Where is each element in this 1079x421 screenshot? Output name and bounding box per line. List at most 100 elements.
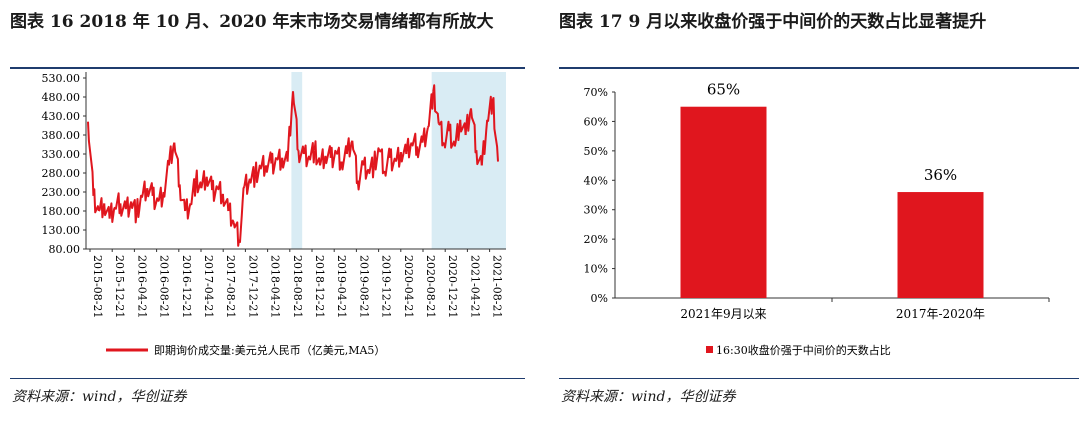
series-segment: [453, 119, 462, 147]
series-segment: [383, 147, 392, 177]
series-segment: [372, 147, 381, 171]
y-tick-label: 80.00: [49, 243, 81, 256]
series-segment: [491, 97, 499, 162]
series-segment: [427, 91, 435, 128]
series-segment: [265, 151, 273, 173]
series-segment: [92, 188, 100, 214]
series-segment: [319, 148, 327, 170]
series-segment: [437, 120, 445, 147]
series-segment: [470, 108, 478, 154]
series-segment: [410, 132, 419, 156]
x-tick-label: 2021-08-21: [491, 255, 504, 318]
series-segment: [459, 119, 467, 136]
shaded-period-1: [431, 72, 506, 249]
x-tick-label: 2019-12-21: [380, 255, 393, 318]
series-segment: [475, 150, 483, 166]
series-segment: [464, 108, 472, 136]
series-segment: [389, 148, 397, 172]
y-tick-label: 130.00: [42, 224, 81, 237]
x-tick-label: 2018-04-21: [269, 255, 282, 318]
shaded-period-0: [291, 72, 303, 249]
category-label: 2017年-2020年: [896, 307, 985, 321]
series-segment: [405, 137, 413, 159]
series-segment: [367, 156, 375, 179]
series-segment: [421, 127, 429, 148]
y-tick-label: 50%: [584, 145, 608, 158]
series-segment: [340, 145, 348, 171]
series-segment: [394, 146, 402, 168]
series-segment: [151, 186, 160, 211]
y-tick-label: 330.00: [42, 148, 81, 161]
y-tick-label: 180.00: [42, 205, 81, 218]
series-segment: [221, 193, 230, 212]
y-tick-label: 0%: [591, 292, 608, 305]
x-tick-label: 2019-08-21: [357, 255, 370, 318]
y-tick-label: 20%: [584, 233, 608, 246]
bar-data-label: 65%: [707, 81, 740, 99]
series-segment: [124, 196, 133, 218]
left-bottom-rule: [10, 378, 525, 379]
series-segment: [416, 135, 424, 159]
series-segment: [130, 199, 138, 224]
y-tick-label: 430.00: [42, 110, 81, 123]
x-tick-label: 2020-08-21: [424, 255, 437, 318]
series-segment: [443, 120, 451, 149]
x-tick-label: 2016-08-21: [158, 255, 171, 318]
bar-data-label: 36%: [924, 166, 957, 184]
right-title-rule: [559, 67, 1079, 69]
series-segment: [135, 194, 143, 218]
series-segment: [254, 161, 262, 184]
series-segment: [167, 142, 176, 166]
x-tick-label: 2020-04-21: [402, 255, 415, 318]
series-segment: [119, 200, 127, 217]
right-figure: 图表 17 9 月以来收盘价强于中间价的天数占比显著提升 70% 60% 50% 40…: [549, 0, 1079, 421]
series-segment: [200, 170, 208, 191]
left-line-chart: 530.00 480.00 430.00 380.00 330.00 280.00 230.…: [42, 72, 506, 357]
series-segment: [276, 148, 284, 171]
x-tick-label: 2016-04-21: [135, 255, 148, 318]
right-bottom-rule: [559, 378, 1079, 379]
series-segment: [313, 140, 321, 166]
right-figure-title: 图表 17 9 月以来收盘价强于中间价的天数占比显著提升: [559, 12, 987, 32]
y-tick-label: 30%: [584, 204, 608, 217]
y-tick-label: 530.00: [42, 72, 81, 85]
right-bar-chart: 70% 60% 50% 40% 30% 20% 10% 0% 65% 2021年9月以来 36% 20…: [584, 81, 1050, 357]
series-segment: [486, 95, 494, 122]
y-tick-label: 480.00: [42, 91, 81, 104]
legend-swatch: [706, 346, 713, 353]
x-tick-label: 2019-04-21: [335, 255, 348, 318]
x-tick-label: 2020-12-21: [446, 255, 459, 318]
series-segment: [146, 182, 154, 198]
series-segment: [205, 175, 214, 191]
series-segment: [324, 145, 332, 165]
series-segment: [351, 140, 359, 185]
series-segment: [173, 142, 181, 188]
category-label: 2021年9月以来: [680, 307, 766, 321]
series-segment: [286, 91, 294, 162]
series-segment: [184, 198, 192, 220]
series-segment: [329, 146, 338, 169]
series-segment: [345, 137, 354, 158]
series-segment: [378, 148, 386, 175]
x-tick-label: 2018-12-21: [313, 255, 326, 318]
series-segment: [362, 156, 370, 180]
series-segment: [162, 159, 170, 198]
x-tick-label: 2015-12-21: [113, 255, 126, 318]
bar: [680, 106, 767, 298]
series-segment: [103, 203, 111, 219]
series-segment: [178, 184, 187, 212]
series-segment: [281, 150, 289, 169]
x-tick-label: 2016-12-21: [180, 255, 193, 318]
series-segment: [157, 186, 165, 208]
left-figure: 图表 16 2018 年 10 月、2020 年末市场交易情绪都有所放大 530…: [0, 0, 530, 421]
y-tick-label: 230.00: [42, 186, 81, 199]
series-segment: [302, 144, 311, 168]
y-tick-label: 280.00: [42, 167, 81, 180]
x-tick-label: 2018-08-21: [291, 255, 304, 318]
x-tick-label: 2017-04-21: [202, 255, 215, 318]
series-segment: [108, 202, 116, 223]
series-segment: [259, 154, 267, 177]
x-tick-label: 2017-08-21: [224, 255, 237, 318]
series-segment: [97, 197, 106, 219]
series-segment: [216, 180, 224, 205]
